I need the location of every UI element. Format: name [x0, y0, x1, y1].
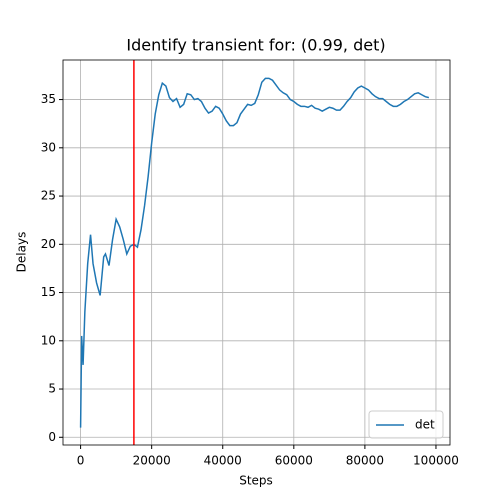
- y-tick-label: 30: [41, 140, 56, 154]
- y-tick-label: 25: [41, 189, 56, 203]
- x-tick-label: 100000: [413, 454, 459, 468]
- y-tick-label: 20: [41, 237, 56, 251]
- x-tick-label: 40000: [204, 454, 242, 468]
- legend-box: [368, 410, 444, 439]
- x-tick-label: 0: [77, 454, 85, 468]
- x-tick-label: 60000: [275, 454, 313, 468]
- plot-frame: [62, 59, 451, 446]
- y-axis-label: Delays: [15, 232, 29, 273]
- chart-title: Identify transient for: (0.99, det): [126, 36, 385, 55]
- legend-label: det: [415, 418, 435, 432]
- y-tick-label: 15: [41, 285, 56, 299]
- y-tick-label: 0: [48, 430, 56, 444]
- y-tick-label: 10: [41, 333, 56, 347]
- y-tick-label: 35: [41, 92, 56, 106]
- series-line: [79, 77, 430, 428]
- y-tick-label: 5: [48, 382, 56, 396]
- x-axis-label: Steps: [239, 474, 273, 488]
- x-tick-label: 20000: [133, 454, 171, 468]
- x-tick-label: 80000: [346, 454, 384, 468]
